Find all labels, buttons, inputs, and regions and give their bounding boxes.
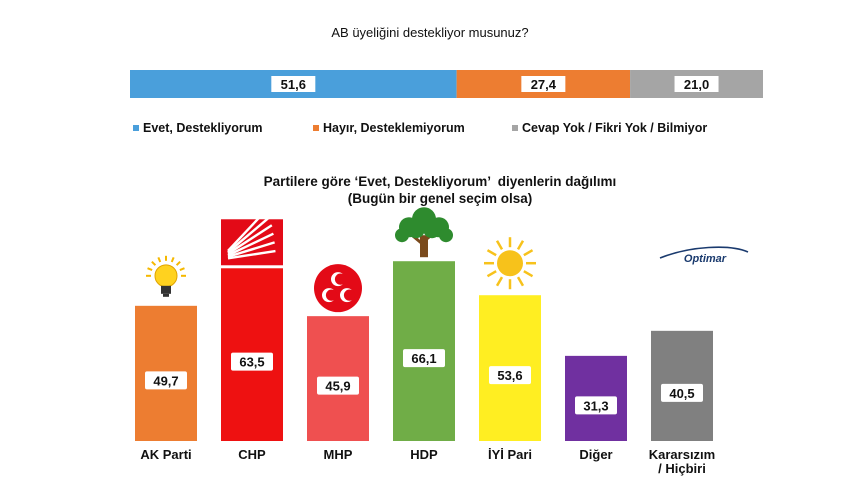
data-label: 40,5 (669, 386, 694, 401)
sun-icon (484, 237, 536, 290)
data-label-box (674, 76, 719, 92)
data-label-box (403, 349, 445, 368)
lightbulb-icon (146, 255, 186, 297)
legend-swatch (133, 125, 139, 131)
data-label: 66,1 (411, 351, 436, 366)
data-label-box (271, 76, 316, 92)
tree-icon (395, 207, 453, 258)
optimar-logo: Optimar (659, 246, 749, 265)
optimar-logo-text: Optimar (684, 253, 727, 265)
data-label: 63,5 (239, 355, 264, 370)
data-label-box (521, 76, 566, 92)
data-label: 21,0 (684, 77, 709, 92)
stacked-chart-title: AB üyeliğini destekliyor musunuz? (331, 25, 528, 40)
party-chart: Partilere göre ‘Evet, Destekliyorum’ diy… (135, 174, 715, 476)
category-label: HDP (410, 447, 438, 462)
legend-swatch (313, 125, 319, 131)
data-label-box (489, 366, 531, 385)
party-chart-title: Partilere göre ‘Evet, Destekliyorum’ diy… (264, 174, 617, 189)
data-label-box (317, 376, 359, 395)
data-label: 51,6 (281, 77, 306, 92)
data-label-box (145, 371, 187, 390)
category-label: Kararsızım (649, 447, 715, 462)
legend-swatch (512, 125, 518, 131)
party-logos (146, 207, 536, 313)
category-label: İYİ Pari (488, 447, 532, 462)
six-arrows-icon (221, 207, 283, 266)
data-label: 27,4 (531, 77, 557, 92)
category-label: / Hiçbiri (658, 461, 706, 476)
crescents-icon (314, 264, 362, 313)
party-chart-subtitle: (Bugün bir genel seçim olsa) (348, 191, 533, 206)
data-label-box (231, 352, 273, 371)
category-label: AK Parti (140, 447, 191, 462)
data-label: 45,9 (325, 379, 350, 394)
legend: Evet, Destekliyorum Hayır, Desteklemiyoru… (133, 121, 707, 135)
data-label: 49,7 (153, 373, 178, 388)
data-label-box (575, 396, 617, 415)
legend-label: Evet, Destekliyorum (143, 121, 263, 135)
legend-label: Hayır, Desteklemiyorum (323, 121, 465, 135)
category-label: CHP (238, 447, 266, 462)
data-label: 31,3 (583, 398, 608, 413)
category-label: MHP (324, 447, 353, 462)
stacked-bar-group: 51,6 27,4 21,0 (130, 70, 763, 98)
data-label: 53,6 (497, 368, 522, 383)
party-bar-group: 49,7 AK Parti 63,5 CHP 45,9 MHP 66,1 HDP 53,6 İYİ… (135, 261, 715, 476)
legend-label: Cevap Yok / Fikri Yok / Bilmiyor (522, 121, 707, 135)
stacked-chart: AB üyeliğini destekliyor musunuz? 51,6 27… (130, 25, 763, 135)
category-label: Diğer (579, 447, 612, 462)
data-label-box (661, 383, 703, 402)
